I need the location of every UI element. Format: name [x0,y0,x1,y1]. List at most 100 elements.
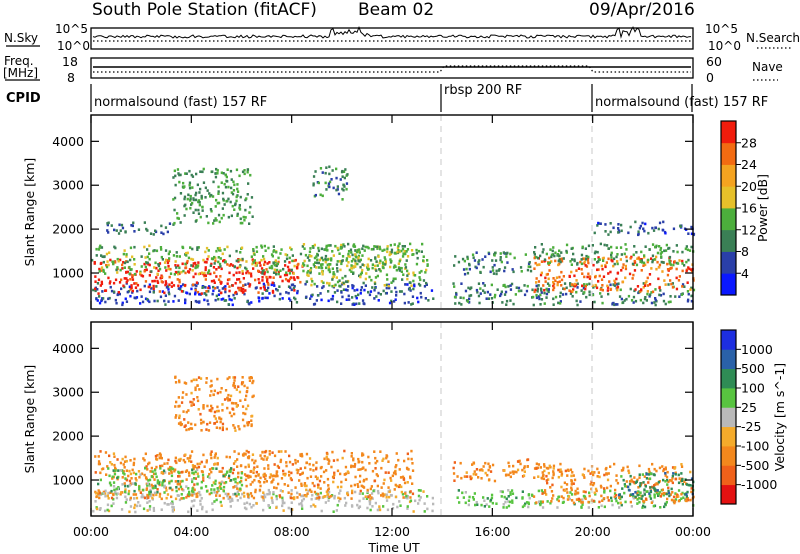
power-cell [330,178,333,181]
power-cell [382,289,385,293]
power-cell [153,266,156,269]
power-cell [658,286,661,290]
power-cell [372,247,375,251]
velocity-cell [148,461,151,465]
velocity-cell [191,401,194,404]
velocity-cell [129,498,132,502]
velocity-cell [148,508,151,511]
power-cell [483,284,486,287]
velocity-cell [643,493,646,496]
power-cell [214,205,217,208]
power-cell [313,282,316,286]
velocity-cell [680,463,683,466]
power-cell [268,261,271,264]
velocity-cell [213,456,216,459]
power-cell [559,302,562,305]
power-cell [406,274,409,277]
velocity-cell [137,501,140,504]
power-cell [196,183,199,187]
velocity-cell [142,495,145,499]
velocity-cell [244,465,247,469]
power-cell [374,245,378,248]
velocity-cell [190,450,194,453]
power-cell [124,297,127,301]
velocity-cell [519,462,522,466]
velocity-cell [677,499,681,503]
velocity-cell [600,486,603,489]
power-cell [580,253,584,257]
power-cell [227,185,230,189]
velocity-cell [246,474,249,478]
velocity-cell [209,385,212,388]
power-cell [155,266,158,270]
power-cell [357,293,360,297]
velocity-cell [535,501,538,504]
power-cell [620,269,623,272]
velocity-cell [335,509,338,512]
power-cell [221,287,224,290]
velocity-cell [483,499,486,502]
power-cell [186,251,189,255]
power-cell [645,280,648,283]
power-cell [403,252,406,256]
power-cell [664,231,667,235]
velocity-cell [154,454,158,458]
power-cell [130,286,133,290]
power-cell [509,288,513,291]
power-cell [188,181,192,185]
power-cell [214,217,217,220]
velocity-cell [638,464,641,468]
power-cell [676,262,680,265]
power-cell [537,284,540,287]
power-cell [194,288,197,292]
velocity-cell [600,494,603,498]
velocity-cell [225,427,228,431]
power-cell [206,189,209,192]
velocity-cell [419,496,422,499]
power-cell [505,299,509,303]
velocity-cell [647,467,651,471]
velocity-cell [639,482,642,485]
power-cell [650,257,653,260]
power-cell [314,170,317,173]
power-cell [664,283,667,286]
velocity-cell [161,464,164,468]
velocity-cell [273,463,276,466]
velocity-cell [143,473,146,477]
power-cell [552,286,556,289]
power-cell [594,283,597,287]
velocity-cell [301,507,304,510]
velocity-cell [550,490,554,493]
velocity-cell [121,483,124,486]
power-cell [586,275,589,279]
power-cell [155,285,158,288]
power-cell [392,279,395,283]
power-cell [235,199,238,203]
velocity-cell [163,485,166,489]
power-cell [565,243,569,247]
velocity-cell [294,458,297,462]
power-cell [308,250,312,254]
velocity-cell [610,496,613,500]
velocity-cell [151,470,154,473]
power-cell [183,214,186,217]
power-cell [560,278,564,282]
power-cell [609,283,612,287]
velocity-cell [189,400,192,404]
velocity-cell [350,497,353,500]
velocity-cell [571,499,574,502]
velocity-cell [316,492,320,496]
power-cell [417,300,420,304]
cpid-mode-1: normalsound (fast) 157 RF [94,95,267,110]
power-cell [679,224,682,228]
power-cell [245,197,248,200]
velocity-cell [302,497,305,501]
power-cell [121,301,124,305]
power-cell [285,257,289,261]
velocity-cell [179,457,182,461]
power-cell [663,279,666,282]
power-cell [316,285,319,288]
power-cell [110,289,114,293]
power-cell [164,280,167,283]
nsky-tick-low: 10^0 [57,39,90,53]
